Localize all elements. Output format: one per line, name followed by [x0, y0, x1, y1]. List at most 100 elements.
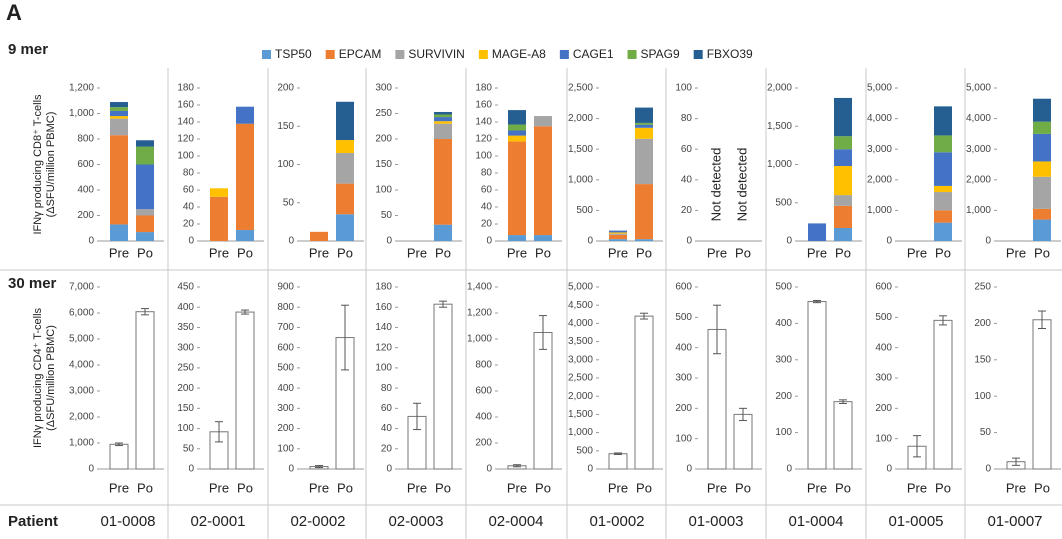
y-tick-label: 40: [481, 202, 493, 213]
x-tick-label: Po: [535, 480, 551, 495]
y-tick-label: 80: [481, 168, 493, 179]
bar-segment: [609, 234, 627, 240]
x-tick-label: Po: [636, 480, 652, 495]
bar-segment: [635, 107, 653, 123]
y-tick-label: 4,000: [867, 113, 892, 124]
y-tick-label: 2,000: [767, 83, 792, 94]
y-tick-label: 600: [77, 159, 94, 170]
y-tick-label: 50: [980, 427, 992, 438]
error-bar: [913, 435, 921, 458]
bar-segment: [336, 101, 354, 141]
bar-segment: [609, 232, 627, 234]
patient-id: 02-0003: [388, 513, 443, 530]
y-tick-label: 1,000: [69, 108, 94, 119]
bar-segment: [508, 110, 526, 125]
y-tick-label: 0: [288, 464, 294, 475]
y-tick-label: 1,500: [568, 144, 593, 155]
bar-segment: [434, 139, 452, 225]
y-tick-label: 100: [475, 151, 492, 162]
bar-segment: [834, 195, 852, 206]
bar-segment: [808, 223, 826, 241]
y-tick-label: 600: [277, 342, 294, 353]
bar-segment: [434, 114, 452, 118]
bar-segment: [210, 188, 228, 197]
y-tick-label: 0: [587, 236, 593, 247]
legend-label: CAGE1: [573, 47, 614, 61]
y-tick-label: 200: [974, 318, 991, 329]
patient-id: 01-0007: [987, 513, 1042, 530]
y-tick-label: 250: [974, 282, 991, 293]
y-tick-label: 900: [277, 282, 294, 293]
y-tick-label: 1,000: [568, 174, 593, 185]
error-bar: [439, 300, 447, 308]
y-tick-label: 4,500: [568, 300, 593, 311]
x-tick-label: Pre: [109, 480, 129, 495]
y-tick-label: 400: [475, 412, 492, 423]
x-tick-label: Pre: [109, 245, 129, 260]
y-tick-label: 100: [675, 433, 692, 444]
bar-segment: [635, 184, 653, 240]
y-tick-label: 200: [775, 391, 792, 402]
x-tick-label: Pre: [309, 245, 329, 260]
bar-segment: [1033, 208, 1051, 220]
bar-segment: [110, 110, 128, 117]
y-tick-label: 50: [283, 197, 295, 208]
y-tick-label: 400: [177, 302, 194, 313]
y-tick-label: 400: [675, 342, 692, 353]
x-tick-label: Pre: [608, 245, 628, 260]
x-tick-label: Po: [1034, 245, 1050, 260]
bar-segment: [508, 124, 526, 131]
y-tick-label: 100: [177, 151, 194, 162]
patient-label: Patient: [8, 513, 58, 530]
error-bar: [341, 304, 349, 371]
bar-segment: [236, 106, 254, 124]
bar-segment: [834, 149, 852, 167]
y-tick-label: 300: [277, 403, 294, 414]
legend-label: TSP50: [275, 47, 312, 61]
error-bar: [839, 399, 847, 404]
legend-label: MAGE-A8: [492, 47, 546, 61]
y-tick-label: 300: [375, 83, 392, 94]
y-axis-title: (ΔSFU/million PBMC): [45, 112, 57, 218]
x-tick-label: Po: [435, 480, 451, 495]
bar-segment: [534, 126, 552, 236]
bar-segment: [635, 127, 653, 139]
bar-segment: [508, 130, 526, 136]
bar-segment: [210, 196, 228, 241]
x-tick-label: Po: [636, 245, 652, 260]
y-tick-label: 7,000: [69, 282, 94, 293]
annotation: Not detected: [734, 148, 749, 222]
bar-segment: [136, 232, 154, 241]
legend-swatch: [559, 50, 569, 59]
bar: [634, 315, 654, 470]
y-tick-label: 300: [775, 354, 792, 365]
bar-segment: [434, 123, 452, 139]
bar-segment: [1007, 240, 1025, 241]
error-bar: [713, 304, 721, 355]
y-tick-label: 100: [277, 443, 294, 454]
patient-id: 02-0002: [290, 513, 345, 530]
x-tick-label: Pre: [907, 480, 927, 495]
y-axis-title: (ΔSFU/million PBMC): [45, 325, 57, 431]
y-tick-label: 5,000: [867, 83, 892, 94]
bar-segment: [1033, 176, 1051, 209]
y-tick-label: 4,000: [966, 113, 991, 124]
y-tick-label: 100: [675, 83, 692, 94]
bar-segment: [834, 205, 852, 228]
y-tick-label: 2,000: [568, 113, 593, 124]
x-tick-label: Pre: [209, 480, 229, 495]
error-bar: [141, 308, 149, 316]
y-tick-label: 0: [486, 464, 492, 475]
bar: [135, 311, 155, 470]
patient-id: 02-0004: [488, 513, 543, 530]
y-tick-label: 160: [475, 100, 492, 111]
bar-segment: [934, 185, 952, 193]
y-tick-label: 100: [875, 433, 892, 444]
y-tick-label: 40: [681, 174, 693, 185]
y-tick-label: 100: [177, 423, 194, 434]
y-tick-label: 500: [277, 363, 294, 374]
y-tick-label: 0: [786, 464, 792, 475]
error-bar: [215, 421, 223, 443]
bar-segment: [110, 118, 128, 136]
y-tick-label: 500: [576, 445, 593, 456]
